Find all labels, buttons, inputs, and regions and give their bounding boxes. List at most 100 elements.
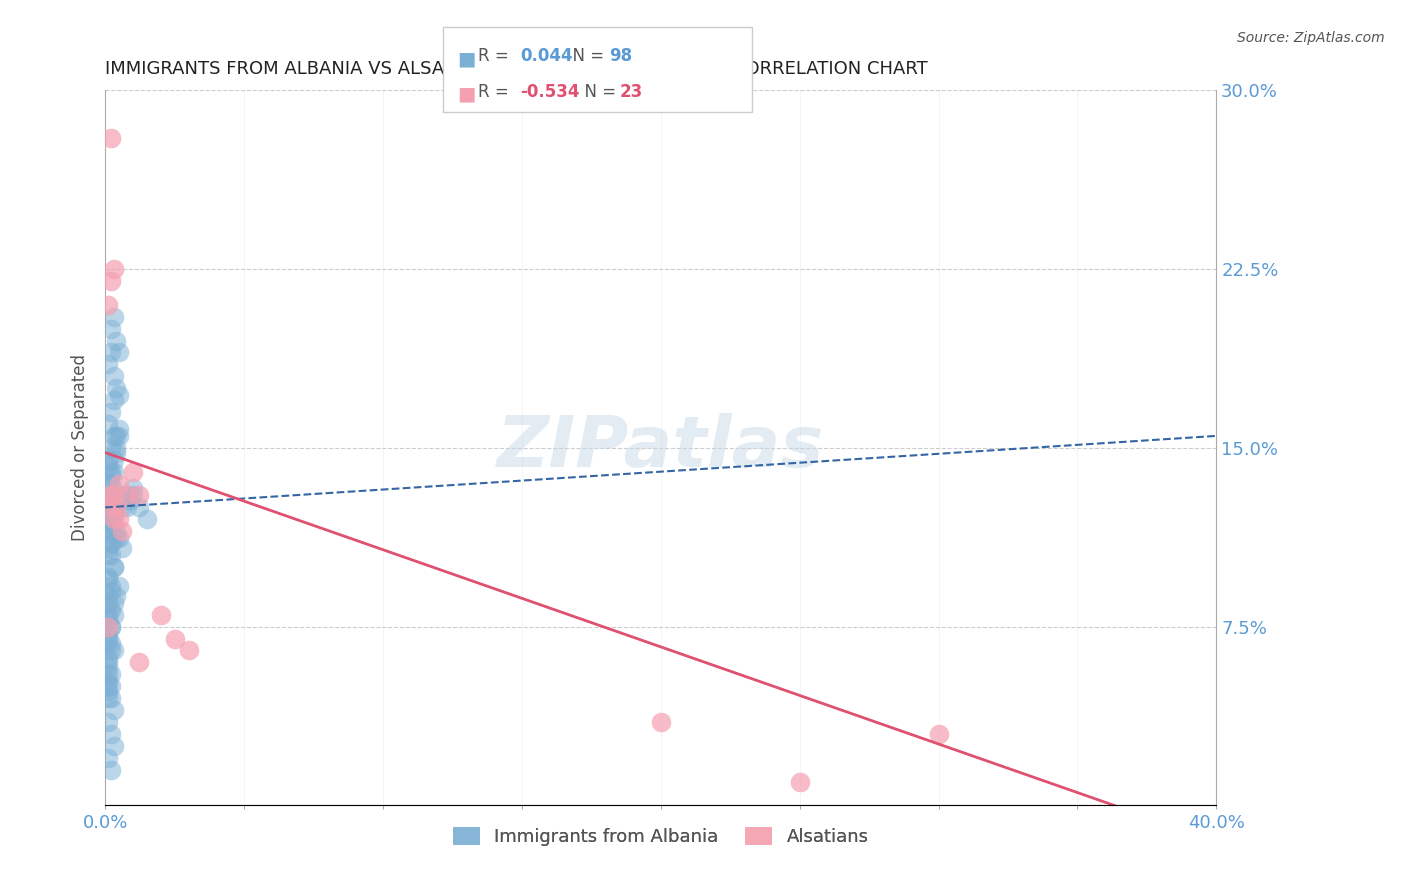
Point — [103, 369, 125, 384]
Point — [108, 476, 131, 491]
Y-axis label: Divorced or Separated: Divorced or Separated — [72, 354, 89, 541]
Point — [97, 572, 120, 586]
Point — [117, 500, 139, 515]
Point — [100, 636, 122, 650]
Point — [100, 619, 122, 633]
Text: ZIPatlas: ZIPatlas — [498, 413, 824, 483]
Point — [103, 560, 125, 574]
Point — [105, 429, 128, 443]
Point — [128, 656, 150, 670]
Point — [97, 548, 120, 562]
Point — [100, 579, 122, 593]
Point — [103, 452, 125, 467]
Point — [105, 589, 128, 603]
Point — [97, 674, 120, 689]
Point — [100, 476, 122, 491]
Point — [97, 524, 120, 539]
Point — [103, 643, 125, 657]
Point — [100, 500, 122, 515]
Point — [103, 488, 125, 502]
Point — [100, 603, 122, 617]
Point — [97, 632, 120, 646]
Point — [97, 493, 120, 508]
Point — [789, 774, 811, 789]
Point — [97, 476, 120, 491]
Point — [103, 508, 125, 522]
Point — [177, 643, 200, 657]
Point — [103, 607, 125, 622]
Point — [97, 569, 120, 583]
Point — [103, 310, 125, 324]
Point — [97, 750, 120, 764]
Point — [105, 381, 128, 395]
Point — [122, 465, 145, 479]
Point — [928, 727, 950, 741]
Point — [100, 345, 122, 359]
Point — [108, 345, 131, 359]
Point — [111, 541, 134, 555]
Point — [97, 633, 120, 648]
Text: R =: R = — [478, 47, 515, 65]
Text: ■: ■ — [457, 49, 475, 68]
Point — [117, 488, 139, 502]
Point — [100, 763, 122, 777]
Text: R =: R = — [478, 83, 515, 101]
Point — [97, 626, 120, 640]
Point — [100, 321, 122, 335]
Point — [97, 358, 120, 372]
Point — [100, 465, 122, 479]
Point — [103, 465, 125, 479]
Point — [114, 488, 136, 502]
Point — [128, 488, 150, 502]
Point — [135, 512, 157, 526]
Point — [100, 405, 122, 419]
Point — [97, 517, 120, 532]
Point — [103, 262, 125, 277]
Point — [97, 512, 120, 526]
Point — [97, 589, 120, 603]
Point — [97, 691, 120, 706]
Point — [97, 417, 120, 431]
Point — [100, 583, 122, 598]
Point — [97, 679, 120, 693]
Point — [103, 703, 125, 717]
Point — [108, 532, 131, 546]
Point — [163, 632, 186, 646]
Text: N =: N = — [562, 47, 610, 65]
Point — [100, 536, 122, 550]
Point — [97, 488, 120, 502]
Text: 98: 98 — [609, 47, 631, 65]
Point — [100, 619, 122, 633]
Point — [97, 607, 120, 622]
Point — [105, 445, 128, 459]
Point — [149, 607, 172, 622]
Point — [97, 714, 120, 729]
Point — [120, 493, 142, 508]
Point — [122, 488, 145, 502]
Point — [105, 334, 128, 348]
Point — [100, 512, 122, 526]
Point — [100, 508, 122, 522]
Point — [97, 650, 120, 665]
Point — [103, 739, 125, 753]
Point — [100, 441, 122, 455]
Point — [100, 679, 122, 693]
Point — [97, 667, 120, 681]
Point — [103, 429, 125, 443]
Point — [100, 667, 122, 681]
Point — [100, 469, 122, 483]
Point — [103, 483, 125, 498]
Point — [111, 524, 134, 539]
Point — [108, 388, 131, 402]
Point — [103, 512, 125, 526]
Text: 0.044: 0.044 — [520, 47, 572, 65]
Point — [105, 500, 128, 515]
Legend: Immigrants from Albania, Alsatians: Immigrants from Albania, Alsatians — [446, 820, 876, 854]
Point — [100, 274, 122, 288]
Point — [108, 512, 131, 526]
Point — [108, 422, 131, 436]
Point — [97, 656, 120, 670]
Point — [97, 660, 120, 674]
Point — [100, 691, 122, 706]
Point — [108, 429, 131, 443]
